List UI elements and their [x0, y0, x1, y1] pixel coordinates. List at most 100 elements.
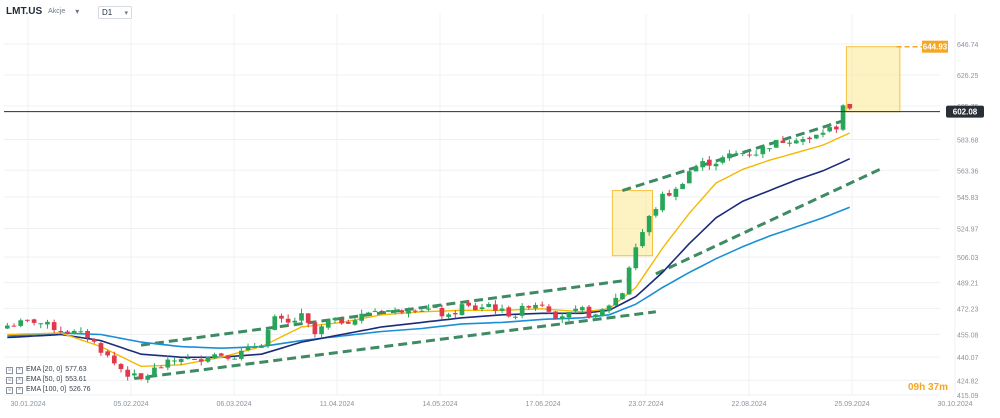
- legend-ema100[interactable]: ≡ × EMA [100, 0] 526.76: [6, 385, 91, 395]
- candle-body: [620, 293, 625, 300]
- candle-body: [379, 310, 385, 312]
- indicator-legend: ≡ × EMA [20, 0] 577.63 ≡ × EMA [50, 0] 5…: [6, 365, 91, 395]
- candle-body: [51, 322, 57, 331]
- candle-body: [65, 331, 70, 334]
- candle-body: [553, 311, 558, 319]
- legend-ema20[interactable]: ≡ × EMA [20, 0] 577.63: [6, 365, 91, 375]
- candle-body: [767, 148, 772, 150]
- symbol-label[interactable]: LMT.US: [6, 6, 43, 17]
- target-price-tag: [922, 40, 948, 53]
- chevron-down-icon[interactable]: ▾: [75, 7, 80, 16]
- candle-body: [452, 313, 458, 315]
- candle-body: [827, 127, 833, 132]
- candle-body: [38, 323, 44, 325]
- candle-body: [813, 134, 819, 139]
- settings-icon[interactable]: ≡: [6, 386, 13, 394]
- candle-body: [145, 375, 151, 380]
- candle-body: [305, 313, 311, 323]
- countdown-minutes-unit: m: [939, 382, 948, 393]
- candle-body: [753, 154, 759, 156]
- countdown-minutes: 37: [927, 382, 940, 393]
- close-icon[interactable]: ×: [16, 366, 23, 374]
- channel-line: [621, 119, 844, 192]
- channel-line: [655, 166, 884, 276]
- x-tick-label: 23.07.2024: [628, 401, 663, 408]
- x-tick-label: 05.02.2024: [113, 401, 148, 408]
- x-tick-label: 14.05.2024: [422, 401, 457, 408]
- candle-body: [339, 318, 344, 324]
- candle-body: [519, 305, 525, 316]
- candle-body: [579, 307, 585, 311]
- candle-body: [606, 305, 612, 311]
- breakout-box: [611, 190, 654, 257]
- close-icon[interactable]: ×: [16, 376, 23, 384]
- candle-body: [125, 369, 131, 377]
- candle-body: [165, 359, 171, 368]
- y-tick-label: 563.36: [957, 168, 979, 175]
- candle-body: [546, 306, 552, 312]
- candle-body: [640, 232, 645, 247]
- candle-body: [834, 126, 839, 130]
- candle-body: [352, 320, 358, 325]
- candle-body: [539, 304, 545, 306]
- candle-body: [653, 209, 659, 216]
- candle-body: [205, 356, 211, 362]
- candle-body: [78, 331, 84, 333]
- candle-body: [366, 312, 371, 314]
- ema100-line: [7, 206, 851, 350]
- candle-body: [132, 373, 137, 376]
- candle-body: [285, 318, 291, 323]
- candle-body: [152, 367, 157, 377]
- ema20-value: 577.63: [65, 366, 87, 373]
- candle-body: [566, 311, 572, 318]
- candle-body: [686, 171, 692, 184]
- candle-body: [172, 360, 177, 362]
- candle-body: [526, 306, 532, 308]
- candle-body: [91, 339, 97, 342]
- candle-body: [45, 321, 50, 325]
- candle-body: [386, 310, 391, 312]
- ema20-label: EMA [20, 0]: [26, 366, 63, 373]
- candle-body: [793, 140, 799, 144]
- y-tick-label: 415.09: [957, 393, 979, 400]
- y-tick-label: 506.03: [957, 255, 979, 262]
- candle-body: [31, 319, 37, 323]
- candle-body: [559, 316, 565, 319]
- candle-body: [439, 308, 445, 317]
- target-price-label: 644.93: [923, 43, 948, 52]
- candle-body: [807, 137, 812, 140]
- last-price-label: 602.08: [953, 108, 978, 117]
- candle-body: [673, 188, 679, 197]
- ema100-value: 526.76: [69, 386, 91, 393]
- candle-body: [232, 358, 237, 360]
- candle-body: [666, 192, 672, 196]
- timeframe-select[interactable]: D1 ▾: [98, 6, 132, 19]
- y-tick-label: 424.82: [957, 378, 979, 385]
- candle-body: [292, 320, 298, 323]
- settings-icon[interactable]: ≡: [6, 376, 13, 384]
- close-icon[interactable]: ×: [16, 386, 23, 394]
- ema50-value: 553.61: [65, 376, 87, 383]
- legend-ema50[interactable]: ≡ × EMA [50, 0] 553.61: [6, 375, 91, 385]
- candle-body: [265, 329, 271, 346]
- last-price-tag: [946, 105, 984, 118]
- candle-body: [573, 308, 578, 311]
- candle-countdown: 09h 37m: [908, 382, 948, 393]
- channel-line: [134, 310, 657, 380]
- candle-body: [626, 267, 632, 295]
- candle-body: [325, 320, 331, 328]
- candle-body: [158, 367, 164, 369]
- ema50-label: EMA [50, 0]: [26, 376, 63, 383]
- x-tick-label: 17.06.2024: [525, 401, 560, 408]
- ema20-line: [7, 132, 850, 368]
- countdown-hours-unit: h: [919, 382, 926, 393]
- candle-body: [506, 307, 512, 317]
- settings-icon[interactable]: ≡: [6, 366, 13, 374]
- candle-body: [372, 310, 378, 312]
- countdown-hours: 09: [907, 382, 920, 393]
- candle-body: [85, 330, 90, 339]
- timeframe-value: D1: [102, 8, 113, 17]
- candle-body: [279, 315, 284, 319]
